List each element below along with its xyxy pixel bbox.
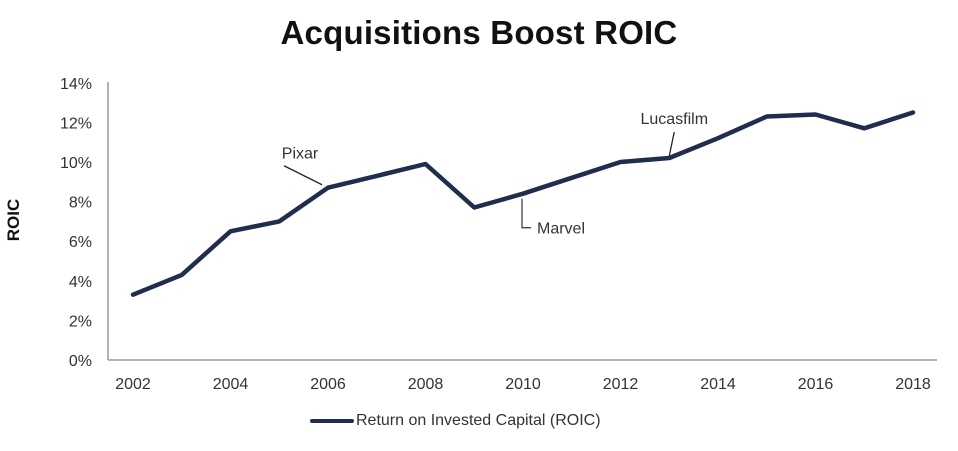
x-axis-ticks: 2002 2004 2006 2008 2010 2012 2014 2016 2018 bbox=[115, 376, 931, 393]
y-tick-label: 8% bbox=[69, 195, 92, 212]
x-tick-label: 2008 bbox=[408, 376, 444, 393]
x-tick-label: 2002 bbox=[115, 376, 151, 393]
marvel-annotation: Marvel bbox=[537, 221, 585, 238]
y-tick-label: 6% bbox=[69, 234, 92, 251]
legend-label: Return on Invested Capital (ROIC) bbox=[356, 412, 601, 429]
y-tick-label: 12% bbox=[60, 115, 92, 132]
pixar-leader-line bbox=[283, 165, 323, 186]
lucasfilm-annotation: Lucasfilm bbox=[640, 111, 708, 128]
y-tick-label: 10% bbox=[60, 155, 92, 172]
x-tick-label: 2016 bbox=[798, 376, 834, 393]
marvel-leader-line bbox=[521, 198, 531, 229]
y-axis-ticks: 0% 2% 4% 6% 8% 10% 12% 14% bbox=[60, 76, 92, 370]
y-tick-label: 0% bbox=[69, 353, 92, 370]
lucasfilm-leader-line bbox=[668, 131, 675, 157]
x-tick-label: 2006 bbox=[310, 376, 346, 393]
y-tick-label: 2% bbox=[69, 313, 92, 330]
chart-title: Acquisitions Boost ROIC bbox=[280, 14, 678, 51]
annotations: Pixar Marvel Lucasfilm bbox=[282, 111, 708, 238]
legend: Return on Invested Capital (ROIC) bbox=[310, 412, 601, 430]
x-tick-label: 2012 bbox=[603, 376, 639, 393]
pixar-annotation: Pixar bbox=[282, 146, 319, 163]
legend-line-swatch bbox=[310, 419, 354, 423]
x-tick-label: 2014 bbox=[700, 376, 736, 393]
x-tick-label: 2010 bbox=[505, 376, 541, 393]
roic-line bbox=[130, 110, 916, 297]
y-tick-label: 14% bbox=[60, 76, 92, 93]
x-tick-label: 2018 bbox=[895, 376, 931, 393]
y-tick-label: 4% bbox=[69, 274, 92, 291]
x-tick-label: 2004 bbox=[213, 376, 249, 393]
